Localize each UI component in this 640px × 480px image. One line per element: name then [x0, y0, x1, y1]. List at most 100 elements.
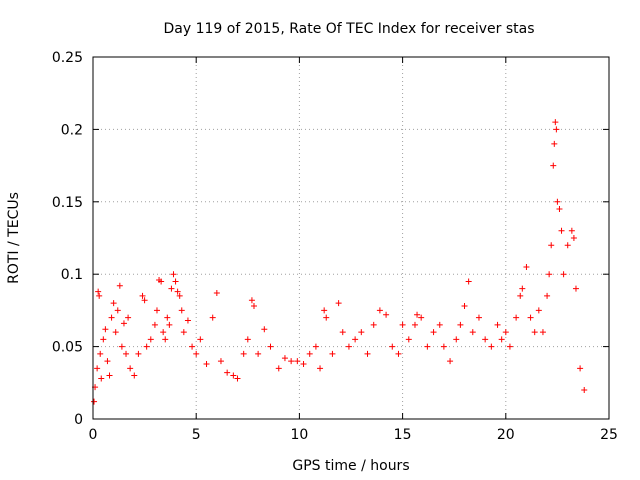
data-point	[213, 290, 220, 297]
data-point	[127, 365, 134, 372]
data-point	[513, 314, 520, 321]
data-point	[560, 271, 567, 278]
data-point	[189, 343, 196, 350]
data-point	[139, 292, 146, 299]
data-point	[558, 227, 565, 234]
data-point	[166, 321, 173, 328]
data-point	[364, 350, 371, 357]
data-point	[548, 242, 555, 249]
x-tick-label: 0	[89, 427, 98, 443]
data-point	[506, 343, 513, 350]
data-points	[91, 119, 588, 405]
data-point	[96, 292, 103, 299]
y-tick-label: 0.25	[52, 50, 83, 66]
data-point	[112, 329, 119, 336]
data-point	[180, 329, 187, 336]
data-point	[147, 336, 154, 343]
data-point	[178, 307, 185, 314]
x-axis-label: GPS time / hours	[292, 458, 409, 474]
data-point	[498, 336, 505, 343]
data-point	[160, 329, 167, 336]
data-point	[94, 365, 101, 372]
data-point	[440, 343, 447, 350]
chart-title: Day 119 of 2015, Rate Of TEC Index for r…	[163, 21, 534, 37]
data-point	[405, 336, 412, 343]
data-point	[323, 314, 330, 321]
data-point	[424, 343, 431, 350]
data-point	[335, 300, 342, 307]
data-point	[217, 358, 224, 365]
data-point	[482, 336, 489, 343]
x-tick-label: 15	[394, 427, 412, 443]
data-point	[457, 321, 464, 328]
data-point	[552, 119, 559, 126]
y-tick-label: 0.15	[52, 195, 83, 211]
data-point	[95, 288, 102, 295]
data-point	[577, 365, 584, 372]
data-point	[255, 350, 262, 357]
data-point	[535, 307, 542, 314]
data-point	[118, 343, 125, 350]
data-point	[143, 343, 150, 350]
data-point	[174, 288, 181, 295]
data-point	[544, 292, 551, 299]
data-point	[203, 360, 210, 367]
data-point	[475, 314, 482, 321]
data-point	[453, 336, 460, 343]
data-point	[395, 350, 402, 357]
data-point	[153, 307, 160, 314]
data-point	[469, 329, 476, 336]
data-point	[312, 343, 319, 350]
data-point	[317, 365, 324, 372]
data-point	[389, 343, 396, 350]
data-point	[168, 285, 175, 292]
data-point	[230, 372, 237, 379]
data-point	[110, 300, 117, 307]
data-point	[465, 278, 472, 285]
data-point	[97, 350, 104, 357]
data-point	[244, 336, 251, 343]
data-point	[570, 235, 577, 241]
data-point	[193, 350, 200, 357]
x-tick-label: 25	[600, 427, 618, 443]
data-point	[436, 321, 443, 328]
data-point	[125, 314, 132, 321]
data-point	[376, 307, 383, 314]
axis-ticks: 0 5 10 15 20 25 0 0.05 0.1 0.15 0.2 0.25	[52, 50, 618, 443]
data-point	[517, 292, 524, 299]
data-point	[116, 282, 123, 289]
y-tick-label: 0	[74, 412, 83, 428]
data-point	[91, 398, 98, 405]
data-point	[234, 375, 241, 382]
data-point	[224, 369, 231, 376]
plot-frame	[92, 56, 610, 420]
data-point	[250, 303, 257, 310]
data-point	[531, 329, 538, 336]
data-point	[261, 326, 268, 333]
grid-lines	[93, 57, 609, 419]
data-point	[100, 336, 107, 343]
data-point	[106, 372, 113, 379]
data-point	[170, 271, 177, 278]
data-point	[345, 343, 352, 350]
data-point	[488, 343, 495, 350]
data-point	[568, 227, 575, 234]
data-point	[447, 358, 454, 365]
data-point	[294, 358, 301, 365]
x-tick-label: 10	[290, 427, 308, 443]
data-point	[539, 329, 546, 336]
data-point	[494, 321, 501, 328]
data-point	[114, 307, 121, 314]
data-point	[162, 336, 169, 343]
data-point	[176, 292, 183, 299]
data-point	[184, 317, 191, 324]
data-point	[275, 365, 282, 372]
data-point	[209, 314, 216, 321]
data-point	[553, 126, 560, 133]
data-point	[556, 206, 563, 213]
data-point	[461, 303, 468, 310]
x-tick-label: 5	[192, 427, 201, 443]
data-point	[411, 321, 418, 328]
data-point	[572, 285, 579, 292]
